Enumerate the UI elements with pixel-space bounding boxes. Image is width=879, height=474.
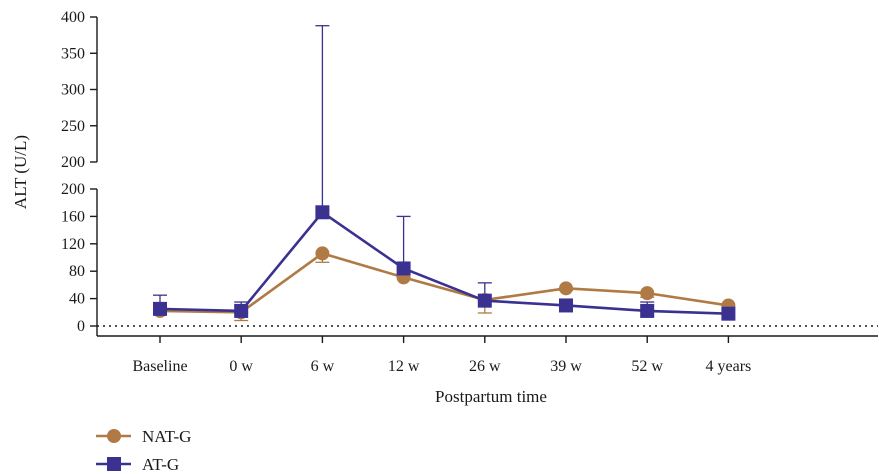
- data-point-1-7: [721, 306, 736, 321]
- data-point-1-6: [640, 303, 655, 318]
- data-point-0-6: [640, 286, 655, 301]
- series-layer: [153, 205, 736, 321]
- y-tick-label-lower-200: 200: [61, 181, 85, 198]
- data-point-1-0: [153, 301, 167, 316]
- y-tick-label-upper-400: 400: [61, 9, 85, 26]
- y-tick-label-upper-300: 300: [61, 82, 85, 99]
- legend-label-0: NAT-G: [142, 427, 191, 446]
- data-point-0-2: [315, 246, 330, 261]
- y-axis-title: ALT (U/L): [11, 135, 30, 209]
- y-tick-label-lower-80: 80: [69, 263, 85, 280]
- x-tick-label-5: 39 w: [550, 358, 582, 375]
- y-tick-label-lower-160: 160: [61, 208, 85, 225]
- x-tick-label-6: 52 w: [631, 358, 663, 375]
- y-tick-label-upper-350: 350: [61, 45, 85, 62]
- legend-label-1: AT-G: [142, 455, 179, 474]
- series-line-0: [159, 252, 729, 314]
- axes: 200 250 300 350 400 0 40 80 120 160 200 Baseline 0 w…: [61, 9, 878, 375]
- data-point-1-2: [315, 205, 330, 220]
- data-point-1-5: [559, 298, 573, 313]
- legend-marker-1: [107, 457, 121, 471]
- data-point-1-1: [234, 303, 249, 318]
- x-tick-label-4: 26 w: [469, 358, 501, 375]
- x-tick-label-2: 6 w: [311, 358, 335, 375]
- legend: NAT-G AT-G: [96, 427, 191, 474]
- x-axis-title: Postpartum time: [435, 387, 547, 406]
- y-tick-label-upper-200: 200: [61, 154, 85, 171]
- data-point-0-5: [559, 281, 573, 296]
- x-tick-label-7: 4 years: [706, 358, 752, 375]
- data-point-1-3: [396, 261, 411, 276]
- series-line-1: [159, 210, 729, 315]
- y-tick-label-lower-40: 40: [69, 291, 85, 308]
- x-tick-label-3: 12 w: [388, 358, 420, 375]
- y-tick-label-lower-120: 120: [61, 236, 85, 253]
- data-point-1-4: [477, 293, 492, 308]
- x-tick-label-1: 0 w: [229, 358, 253, 375]
- legend-marker-0: [107, 429, 121, 443]
- y-tick-label-lower-0: 0: [77, 318, 85, 335]
- y-tick-label-upper-250: 250: [61, 118, 85, 135]
- x-tick-label-0: Baseline: [132, 358, 187, 375]
